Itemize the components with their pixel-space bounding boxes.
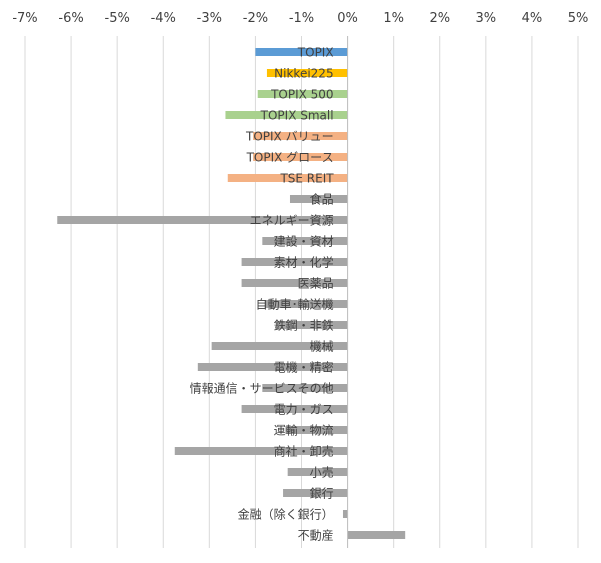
bar bbox=[211, 342, 348, 350]
category-label: 食品 bbox=[310, 192, 334, 207]
category-label: 金融（除く銀行） bbox=[238, 507, 334, 522]
bar bbox=[342, 510, 348, 518]
x-tick-label: 0% bbox=[337, 11, 358, 26]
x-tick-label: 2% bbox=[429, 11, 450, 26]
bar bbox=[253, 153, 348, 161]
category-label: 商社・卸売 bbox=[274, 444, 334, 459]
bar bbox=[283, 489, 348, 497]
bar bbox=[276, 321, 348, 329]
bar bbox=[174, 447, 348, 455]
x-tick-label: -5% bbox=[105, 11, 130, 26]
category-label: 素材・化学 bbox=[274, 255, 334, 270]
category-label: 情報通信・サービスその他 bbox=[190, 382, 334, 396]
bar bbox=[197, 363, 348, 371]
category-label: 不動産 bbox=[298, 528, 334, 543]
category-label: TOPIX Small bbox=[260, 109, 334, 123]
category-label: 建設・資材 bbox=[274, 234, 334, 249]
x-tick-label: -7% bbox=[12, 11, 37, 26]
bar bbox=[262, 384, 348, 392]
bar bbox=[253, 132, 348, 140]
x-axis: -7% -6% -5% -4% -3% -2% -1% 0% 1% 2% 3% 4% 5% bbox=[12, 11, 588, 548]
bar bbox=[227, 174, 348, 182]
category-labels: TOPIX Nikkei225 TOPIX 500 TOPIX Small TOPIX … bbox=[190, 46, 335, 543]
bar bbox=[57, 216, 348, 224]
bar bbox=[347, 531, 406, 539]
x-tick-label: 3% bbox=[476, 11, 497, 26]
category-label: TSE REIT bbox=[279, 172, 334, 186]
category-label: 機械 bbox=[310, 339, 334, 354]
category-label: 小売 bbox=[310, 465, 334, 480]
category-label: 運輸・物流 bbox=[274, 423, 334, 438]
category-label: 電機・精密 bbox=[274, 360, 334, 375]
bar bbox=[266, 69, 348, 77]
x-tick-label: 1% bbox=[383, 11, 404, 26]
bar bbox=[241, 258, 348, 266]
gridlines bbox=[24, 36, 579, 548]
bars bbox=[57, 48, 406, 539]
x-tick-label: -3% bbox=[197, 11, 222, 26]
x-tick-label: -2% bbox=[243, 11, 268, 26]
category-label: 電力・ガス bbox=[274, 403, 334, 417]
category-label: TOPIX グロース bbox=[246, 151, 334, 165]
bar bbox=[255, 48, 348, 56]
category-label: 医薬品 bbox=[298, 277, 334, 291]
category-label: 自動車･輸送機 bbox=[256, 297, 334, 312]
x-tick-label: 4% bbox=[522, 11, 543, 26]
bar bbox=[241, 405, 348, 413]
x-tick-label: -4% bbox=[151, 11, 176, 26]
category-label: Nikkei225 bbox=[274, 67, 333, 81]
x-tick-label: -6% bbox=[58, 11, 83, 26]
x-tick-label: 5% bbox=[568, 11, 589, 26]
bar bbox=[285, 426, 348, 434]
bar bbox=[225, 111, 348, 119]
bar bbox=[257, 90, 348, 98]
category-label: 鉄鋼・非鉄 bbox=[274, 318, 334, 333]
bar bbox=[262, 237, 348, 245]
bar bbox=[264, 300, 348, 308]
x-tick-label: -1% bbox=[289, 11, 314, 26]
bar bbox=[289, 195, 348, 203]
category-label: TOPIX バリュー bbox=[245, 130, 334, 144]
bar bbox=[241, 279, 348, 287]
category-label: エネルギー資源 bbox=[250, 214, 334, 228]
category-label: TOPIX bbox=[297, 46, 334, 60]
bar bbox=[287, 468, 348, 476]
category-label: TOPIX 500 bbox=[270, 88, 334, 102]
category-label: 銀行 bbox=[310, 487, 334, 501]
